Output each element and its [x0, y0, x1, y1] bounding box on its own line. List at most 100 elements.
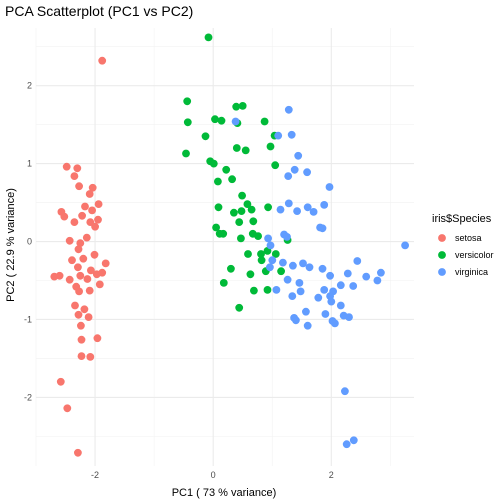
data-point-setosa — [65, 275, 74, 284]
data-point-versicolor — [250, 286, 258, 295]
data-point-setosa — [63, 404, 72, 413]
data-point-virginica — [296, 287, 305, 296]
data-point-versicolor — [237, 207, 246, 216]
y-tick-labels: -2 -1 0 1 2 — [24, 81, 32, 403]
data-point-versicolor — [237, 234, 245, 243]
y-tick-label: -1 — [24, 314, 32, 324]
x-tick-labels: -2 0 2 — [91, 470, 334, 480]
data-point-versicolor — [214, 203, 223, 212]
data-point-setosa — [98, 56, 107, 65]
data-point-versicolor — [222, 165, 231, 174]
data-point-virginica — [321, 310, 330, 318]
data-point-virginica — [303, 321, 312, 330]
data-point-setosa — [62, 162, 71, 171]
data-point-virginica — [320, 201, 329, 209]
data-point-setosa — [74, 245, 83, 254]
data-point-versicolor — [238, 191, 247, 200]
data-point-setosa — [74, 448, 82, 457]
data-point-virginica — [289, 261, 297, 270]
data-point-virginica — [303, 203, 312, 212]
data-point-setosa — [71, 301, 79, 310]
data-point-virginica — [268, 256, 277, 265]
data-point-setosa — [77, 352, 86, 360]
data-point-setosa — [94, 200, 103, 209]
data-point-versicolor — [219, 229, 228, 238]
data-point-virginica — [349, 282, 358, 290]
data-point-virginica — [231, 117, 240, 126]
data-point-setosa — [75, 182, 83, 191]
data-point-setosa — [82, 233, 91, 242]
data-point-versicolor — [230, 208, 238, 217]
x-tick-label: 0 — [211, 470, 216, 480]
data-point-virginica — [283, 233, 291, 241]
data-point-versicolor — [263, 286, 272, 294]
data-point-setosa — [85, 190, 94, 198]
data-point-virginica — [305, 263, 314, 272]
data-point-versicolor — [238, 102, 247, 110]
data-point-setosa — [65, 236, 74, 245]
x-axis-title: PC1 ( 73 % variance) — [172, 487, 277, 499]
data-point-setosa — [92, 270, 101, 279]
data-point-versicolor — [212, 223, 221, 232]
data-point-setosa — [87, 266, 95, 275]
legend-label-virginica: virginica — [455, 267, 488, 277]
data-point-setosa — [101, 259, 110, 268]
data-point-setosa — [74, 263, 82, 272]
data-point-versicolor — [249, 217, 258, 226]
data-point-virginica — [377, 268, 385, 277]
data-point-setosa — [83, 275, 92, 283]
data-point-setosa — [88, 206, 96, 215]
data-point-versicolor — [182, 149, 190, 158]
data-point-virginica — [336, 281, 345, 290]
data-point-virginica — [320, 286, 329, 294]
data-point-setosa — [84, 313, 93, 321]
data-point-virginica — [325, 183, 334, 191]
data-point-setosa — [73, 164, 82, 173]
data-point-virginica — [341, 387, 349, 396]
data-point-versicolor — [246, 270, 255, 279]
data-point-versicolor — [277, 267, 285, 276]
data-point-virginica — [327, 297, 336, 306]
data-point-virginica — [336, 301, 345, 310]
data-point-virginica — [287, 130, 296, 139]
data-point-setosa — [80, 305, 89, 314]
data-point-versicolor — [214, 177, 222, 186]
data-point-virginica — [284, 199, 293, 208]
data-point-virginica — [362, 272, 371, 281]
data-point-setosa — [76, 239, 85, 248]
y-axis-title: PC2 ( 22.9 % variance) — [5, 188, 17, 302]
data-point-setosa — [78, 211, 86, 220]
data-point-virginica — [353, 257, 362, 265]
data-point-virginica — [373, 276, 382, 285]
data-point-versicolor — [243, 200, 252, 209]
data-point-setosa — [93, 334, 102, 343]
data-point-virginica — [284, 172, 293, 181]
data-point-setosa — [86, 353, 95, 361]
data-point-versicolor — [257, 250, 265, 258]
data-point-virginica — [295, 279, 304, 287]
data-point-versicolor — [254, 232, 262, 241]
data-point-versicolor — [235, 303, 244, 312]
data-point-virginica — [314, 293, 323, 302]
legend-key-setosa — [438, 234, 446, 242]
legend-label-versicolor: versicolor — [455, 250, 494, 260]
data-point-versicolor — [266, 142, 275, 151]
data-point-virginica — [302, 307, 310, 316]
data-point-virginica — [294, 151, 303, 160]
data-point-versicolor — [247, 205, 256, 214]
data-point-virginica — [318, 264, 327, 273]
data-point-versicolor — [183, 97, 192, 106]
data-point-virginica — [309, 208, 318, 216]
legend-key-versicolor — [438, 251, 446, 259]
data-point-versicolor — [241, 146, 250, 155]
data-point-setosa — [68, 256, 76, 265]
data-point-versicolor — [217, 116, 226, 125]
data-point-virginica — [279, 258, 287, 267]
data-point-setosa — [70, 172, 79, 181]
chart-title: PCA Scatterplot (PC1 vs PC2) — [5, 3, 193, 19]
data-point-setosa — [90, 250, 99, 259]
data-point-setosa — [70, 218, 79, 227]
data-point-virginica — [283, 275, 292, 284]
data-point-virginica — [290, 314, 298, 322]
